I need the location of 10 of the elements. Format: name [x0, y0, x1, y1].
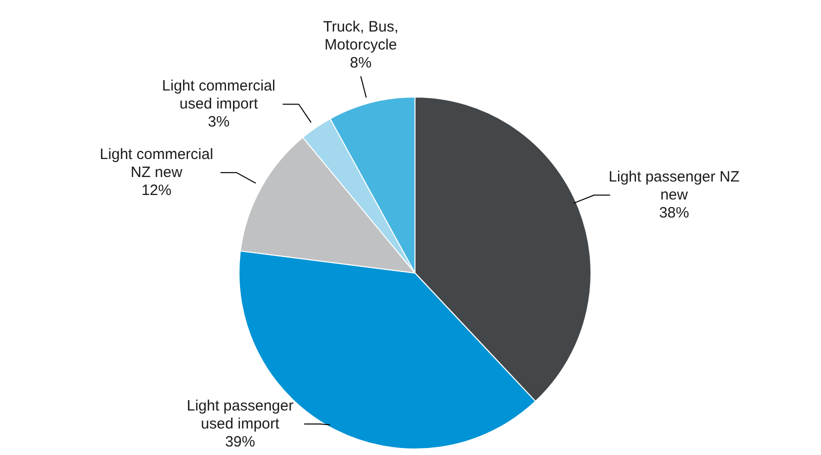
- slice-label: Light commercial used import: [162, 78, 276, 113]
- slice-label: Light passenger NZ new: [608, 168, 740, 204]
- data-label: 3%: [208, 114, 230, 131]
- slice-label: Truck, Bus, Motorcycle: [323, 18, 398, 54]
- slice-label: Light passenger used import: [186, 398, 294, 432]
- data-label: 8%: [350, 54, 372, 72]
- slice-label: Light commercial NZ new: [100, 146, 214, 182]
- data-label: 12%: [141, 182, 172, 200]
- data-label: 38%: [659, 204, 690, 222]
- data-label: 39%: [225, 434, 256, 450]
